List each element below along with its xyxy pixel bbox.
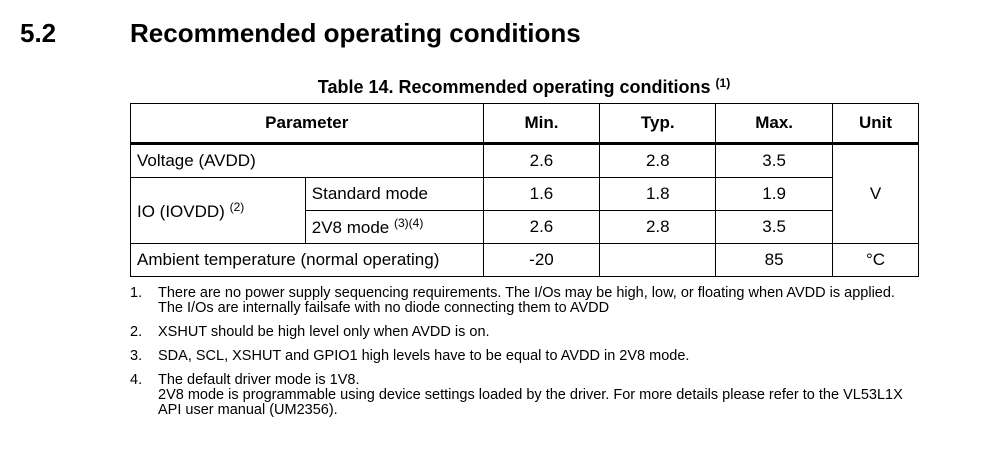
footnote-text: The default driver mode is 1V8. 2V8 mode… xyxy=(158,373,910,418)
io-parameter-label: IO (IOVDD) xyxy=(137,201,225,221)
table-row-temperature: Ambient temperature (normal operating) -… xyxy=(130,243,919,277)
footnote-2: 2. XSHUT should be high level only when … xyxy=(130,325,910,340)
table-row-io-2v8: 2V8 mode (3)(4) 2.6 2.8 3.5 xyxy=(131,210,919,244)
footnote-text: There are no power supply sequencing req… xyxy=(158,285,895,316)
header-typ: Typ. xyxy=(599,103,717,145)
temperature-min: -20 xyxy=(482,243,601,277)
header-min: Min. xyxy=(482,103,601,145)
table-caption: Table 14. Recommended operating conditio… xyxy=(130,76,918,98)
io-2v8-mode-footnote-ref: (3)(4) xyxy=(394,216,424,230)
table-row-io-standard: IO (IOVDD) (2) Standard mode 1.6 1.8 1.9 xyxy=(130,177,919,244)
temperature-max: 85 xyxy=(715,243,834,277)
voltage-typ: 2.8 xyxy=(599,143,717,178)
table-caption-footnote-ref: (1) xyxy=(715,76,731,90)
io-standard-mode: Standard mode xyxy=(304,177,484,211)
io-2v8-mode: 2V8 mode (3)(4) xyxy=(304,210,484,244)
voltage-max: 3.5 xyxy=(715,143,834,178)
header-unit: Unit xyxy=(832,103,919,145)
io-2v8-mode-label: 2V8 mode xyxy=(311,218,390,237)
voltage-parameter: Voltage (AVDD) xyxy=(130,143,484,178)
temperature-unit: °C xyxy=(832,243,919,277)
header-parameter: Parameter xyxy=(130,103,484,145)
section-title: Recommended operating conditions xyxy=(130,18,581,48)
voltage-unit: V xyxy=(832,143,919,244)
voltage-min: 2.6 xyxy=(482,143,601,178)
footnote-text-line-2: 2V8 mode is programmable using device se… xyxy=(158,387,903,418)
temperature-typ xyxy=(599,243,717,277)
header-max: Max. xyxy=(715,103,834,145)
io-standard-typ: 1.8 xyxy=(599,177,717,211)
io-standard-min: 1.6 xyxy=(482,177,601,211)
operating-conditions-table: Parameter Min. Typ. Max. Unit Voltage (A… xyxy=(130,103,919,277)
io-2v8-min: 2.6 xyxy=(482,210,601,244)
table-caption-text: Table 14. Recommended operating conditio… xyxy=(317,77,711,97)
footnote-4: 4. The default driver mode is 1V8. 2V8 m… xyxy=(130,373,910,418)
io-parameter-footnote-ref: (2) xyxy=(229,199,245,214)
footnote-number: 2. xyxy=(130,324,143,340)
footnote-number: 3. xyxy=(130,348,143,364)
footnote-text: XSHUT should be high level only when AVD… xyxy=(158,324,490,340)
footnote-1: 1. There are no power supply sequencing … xyxy=(130,286,910,316)
io-2v8-max: 3.5 xyxy=(715,210,834,244)
footnote-3: 3. SDA, SCL, XSHUT and GPIO1 high levels… xyxy=(130,349,910,364)
table-footnotes: 1. There are no power supply sequencing … xyxy=(130,286,910,427)
footnote-text: SDA, SCL, XSHUT and GPIO1 high levels ha… xyxy=(158,348,690,364)
footnote-text-line-1: The default driver mode is 1V8. xyxy=(158,372,360,388)
footnote-number: 1. xyxy=(130,285,143,301)
footnote-number: 4. xyxy=(130,372,143,388)
section-number: 5.2 xyxy=(20,18,57,48)
table-header-row: Parameter Min. Typ. Max. Unit xyxy=(130,103,919,145)
io-parameter: IO (IOVDD) (2) xyxy=(130,177,306,244)
table-row-voltage: Voltage (AVDD) 2.6 2.8 3.5 V xyxy=(130,143,919,244)
io-2v8-typ: 2.8 xyxy=(599,210,717,244)
temperature-parameter: Ambient temperature (normal operating) xyxy=(130,243,484,277)
io-standard-max: 1.9 xyxy=(715,177,834,211)
